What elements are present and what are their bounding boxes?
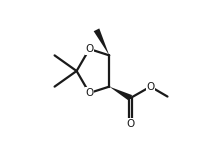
- Text: O: O: [146, 82, 155, 92]
- Text: O: O: [85, 88, 93, 98]
- Polygon shape: [109, 87, 132, 101]
- Text: O: O: [85, 44, 93, 54]
- Polygon shape: [94, 28, 109, 55]
- Text: O: O: [126, 119, 135, 129]
